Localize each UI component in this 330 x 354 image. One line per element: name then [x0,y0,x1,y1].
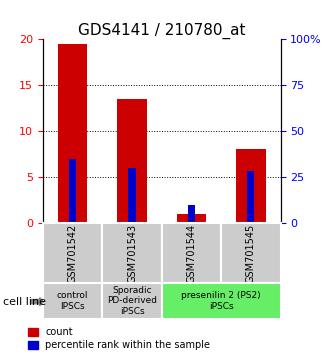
Bar [117,99,147,223]
Bar [236,149,266,223]
Bar [58,44,87,223]
Bar [177,214,206,223]
Bar [247,171,254,223]
Bar [128,168,136,223]
Text: GSM701544: GSM701544 [186,223,196,283]
FancyBboxPatch shape [102,223,162,283]
Bar [188,205,195,223]
Text: control
IPSCs: control IPSCs [57,291,88,310]
FancyBboxPatch shape [102,283,162,319]
FancyBboxPatch shape [162,283,280,319]
Text: cell line: cell line [3,297,46,307]
Bar [69,159,76,223]
FancyBboxPatch shape [43,283,102,319]
FancyBboxPatch shape [43,223,102,283]
Text: GSM701545: GSM701545 [246,223,256,283]
Title: GDS4141 / 210780_at: GDS4141 / 210780_at [78,23,246,39]
Text: GSM701542: GSM701542 [68,223,78,283]
FancyBboxPatch shape [221,223,280,283]
Legend: count, percentile rank within the sample: count, percentile rank within the sample [28,327,211,350]
Text: presenilin 2 (PS2)
iPSCs: presenilin 2 (PS2) iPSCs [181,291,261,310]
Text: GSM701543: GSM701543 [127,223,137,283]
FancyBboxPatch shape [162,223,221,283]
Text: Sporadic
PD-derived
iPSCs: Sporadic PD-derived iPSCs [107,286,157,316]
